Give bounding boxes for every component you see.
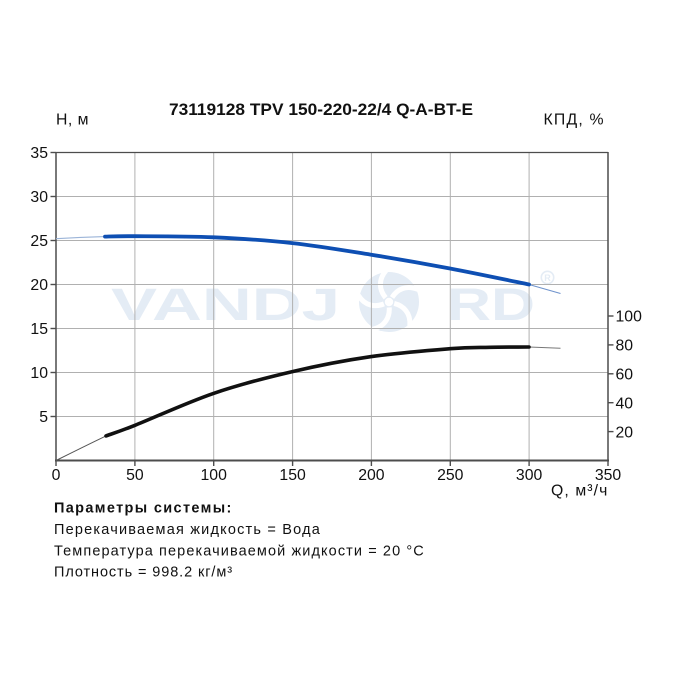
svg-text:R: R: [544, 273, 551, 283]
svg-text:VANDJ: VANDJ: [111, 279, 340, 330]
svg-text:Н, м: Н, м: [56, 111, 89, 128]
svg-text:RD: RD: [447, 279, 535, 330]
svg-text:20: 20: [616, 424, 634, 441]
svg-text:25: 25: [30, 233, 48, 250]
svg-text:20: 20: [30, 277, 48, 294]
svg-text:60: 60: [616, 367, 634, 384]
svg-text:80: 80: [616, 338, 634, 355]
svg-text:35: 35: [30, 145, 48, 162]
svg-text:Q, м³/ч: Q, м³/ч: [551, 482, 609, 499]
svg-text:100: 100: [616, 309, 643, 326]
svg-text:40: 40: [616, 395, 634, 412]
svg-text:150: 150: [279, 467, 306, 484]
svg-text:73119128 TPV 150-220-22/4 Q-A-: 73119128 TPV 150-220-22/4 Q-A-BT-E: [169, 100, 473, 119]
svg-text:Параметры системы:: Параметры системы:: [54, 501, 233, 517]
svg-text:Плотность = 998.2 кг/м³: Плотность = 998.2 кг/м³: [54, 565, 233, 581]
svg-text:Температура перекачиваемой жид: Температура перекачиваемой жидкости = 20…: [54, 543, 425, 559]
svg-text:350: 350: [595, 467, 622, 484]
svg-text:300: 300: [516, 467, 543, 484]
svg-text:30: 30: [30, 189, 48, 206]
svg-text:100: 100: [201, 467, 228, 484]
svg-text:0: 0: [52, 467, 61, 484]
svg-text:5: 5: [39, 409, 48, 426]
svg-text:КПД, %: КПД, %: [544, 111, 605, 128]
svg-text:250: 250: [437, 467, 464, 484]
svg-text:50: 50: [126, 467, 144, 484]
svg-text:10: 10: [30, 365, 48, 382]
svg-text:Перекачиваемая жидкость = Вода: Перекачиваемая жидкость = Вода: [54, 522, 321, 538]
svg-text:15: 15: [30, 321, 48, 338]
svg-text:200: 200: [358, 467, 385, 484]
